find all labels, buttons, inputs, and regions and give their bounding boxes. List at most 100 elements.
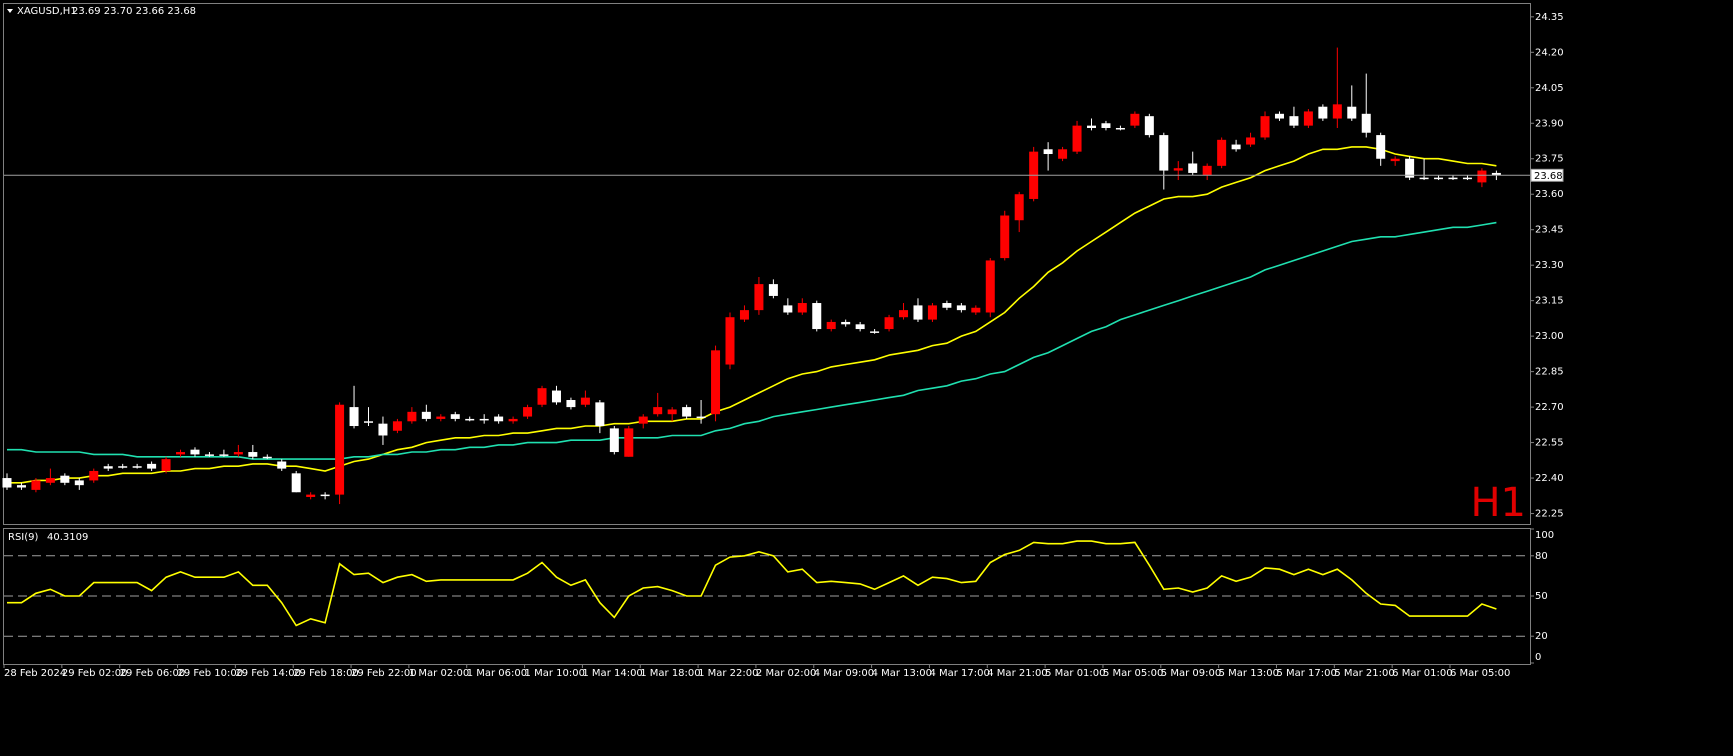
y-tick-label: 22.85 [1535, 367, 1564, 378]
y-tick-label: 24.05 [1535, 83, 1564, 94]
candle-body [1014, 194, 1024, 221]
y-tick-label: 23.15 [1535, 296, 1564, 307]
y-tick-label: 22.70 [1535, 402, 1564, 413]
candle-body [1101, 123, 1111, 128]
candle-body [754, 284, 764, 311]
candle-body [306, 494, 316, 497]
candle-body [161, 459, 171, 471]
y-tick-label: 50 [1535, 591, 1548, 602]
x-tick-label: 1 Mar 22:00 [698, 668, 758, 679]
candle-body [1115, 127, 1125, 130]
candle-body [1188, 163, 1198, 173]
x-tick-label: 5 Mar 01:00 [1045, 668, 1105, 679]
candle-body [956, 305, 966, 311]
candle-body [190, 449, 200, 455]
candle-body [1274, 113, 1284, 119]
candle-body [450, 414, 460, 419]
candle-body [60, 475, 70, 483]
candle-body [1376, 135, 1386, 159]
price-tag [1530, 168, 1564, 182]
moving-average [7, 221, 1497, 460]
candle-body [682, 407, 692, 417]
x-tick-label: 5 Mar 09:00 [1161, 668, 1221, 679]
candle-body [1130, 113, 1140, 126]
candle-body [132, 466, 142, 468]
candle-body [812, 303, 822, 330]
candle-body [1043, 149, 1053, 155]
candle-body [711, 350, 721, 415]
candle-body [392, 421, 402, 431]
candle-body [667, 409, 677, 415]
collapse-arrow[interactable] [7, 9, 13, 13]
candle-body [1217, 139, 1227, 166]
y-tick-label: 0 [1535, 652, 1541, 663]
candle-body [942, 303, 952, 308]
x-tick-label: 29 Feb 06:00 [120, 668, 186, 679]
candle-body [725, 317, 735, 365]
x-tick-label: 1 Mar 18:00 [640, 668, 700, 679]
candle-body [176, 452, 186, 455]
x-tick-label: 5 Mar 13:00 [1219, 668, 1279, 679]
candle-body [248, 452, 258, 457]
y-tick-label: 23.45 [1535, 225, 1564, 236]
x-tick-label: 5 Mar 21:00 [1334, 668, 1394, 679]
y-tick-label: 22.25 [1535, 509, 1564, 520]
candle-body [1303, 111, 1313, 126]
candle-body [826, 321, 836, 330]
candle-body [1144, 116, 1154, 136]
rsi-title: RSI(9) [8, 532, 39, 543]
x-tick-label: 29 Feb 14:00 [235, 668, 301, 679]
candle-body [16, 485, 26, 488]
x-tick-label: 5 Mar 05:00 [1103, 668, 1163, 679]
candle-body [985, 260, 995, 313]
candle-body [436, 416, 446, 419]
candle-body [551, 390, 561, 403]
moving-average [7, 146, 1497, 484]
candle-body [884, 317, 894, 330]
candle-body [609, 428, 619, 453]
candle-body [378, 423, 388, 436]
candle-body [494, 416, 504, 422]
candle-body [1087, 125, 1096, 128]
candle-body [349, 407, 359, 427]
y-tick-label: 24.35 [1535, 12, 1564, 23]
candle-body [89, 470, 99, 481]
candle-body [638, 416, 648, 424]
y-tick-label: 23.60 [1535, 189, 1564, 200]
candle-body [927, 305, 937, 320]
candle-body [537, 388, 547, 405]
candle-body [1173, 168, 1183, 171]
x-tick-label: 6 Mar 01:00 [1392, 668, 1452, 679]
candle-body [797, 303, 807, 313]
candle-body [320, 494, 330, 497]
candle-body [291, 473, 301, 493]
y-tick-label: 22.40 [1535, 473, 1564, 484]
candle-body [1058, 149, 1068, 159]
x-tick-label: 5 Mar 17:00 [1276, 668, 1336, 679]
x-tick-label: 1 Mar 10:00 [525, 668, 585, 679]
candle-body [74, 480, 84, 486]
candle-body [277, 461, 287, 469]
y-tick-label: 24.20 [1535, 47, 1564, 58]
candle-body [1434, 177, 1444, 180]
candle-body [31, 480, 41, 490]
candle-body [841, 321, 851, 325]
candle-body [262, 456, 272, 459]
timeframe-label: H1 [1470, 480, 1526, 526]
candle-body [899, 310, 909, 318]
candle-body [783, 305, 793, 313]
candle-body [523, 407, 533, 417]
candle-body [1491, 172, 1501, 176]
x-tick-label: 4 Mar 17:00 [929, 668, 989, 679]
candle-body [2, 478, 12, 488]
candle-body [768, 284, 778, 296]
candle-body [1448, 177, 1458, 180]
candle-body [421, 411, 431, 419]
candle-body [1318, 106, 1328, 119]
y-tick-label: 23.30 [1535, 260, 1564, 271]
y-tick-label: 23.00 [1535, 331, 1564, 342]
candle-body [1419, 177, 1429, 180]
candle-body [1072, 125, 1082, 152]
